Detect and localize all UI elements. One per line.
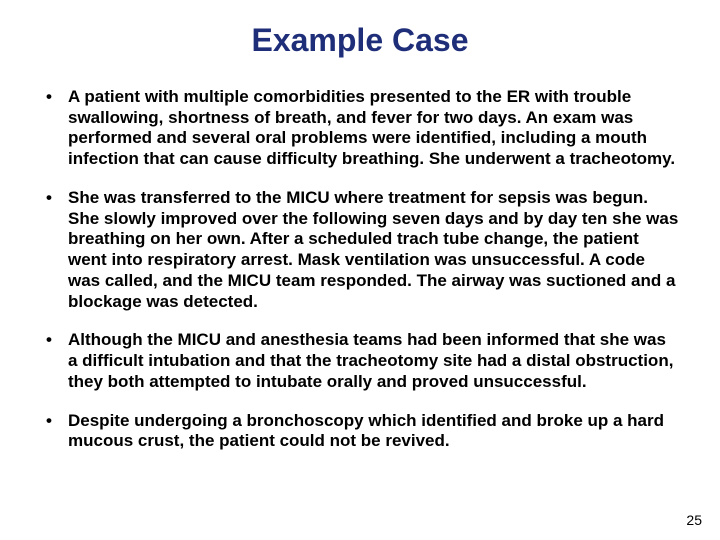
slide-title: Example Case [40, 22, 680, 59]
slide: Example Case A patient with multiple com… [0, 0, 720, 540]
list-item: Although the MICU and anesthesia teams h… [40, 330, 680, 392]
list-item: Despite undergoing a bronchoscopy which … [40, 411, 680, 452]
list-item: She was transferred to the MICU where tr… [40, 188, 680, 312]
list-item: A patient with multiple comorbidities pr… [40, 87, 680, 170]
bullet-list: A patient with multiple comorbidities pr… [40, 87, 680, 452]
page-number: 25 [686, 512, 702, 528]
